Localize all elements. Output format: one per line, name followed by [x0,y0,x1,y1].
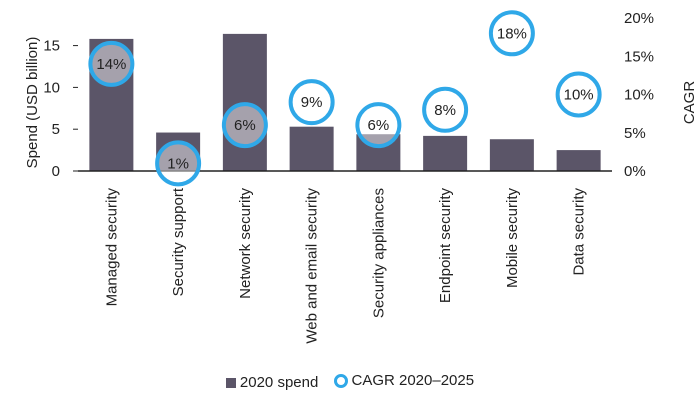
cagr-label: 6% [368,117,390,134]
cagr-circle [155,140,202,187]
cagr-circle [555,71,602,118]
y2-tick-label: 0% [624,163,646,180]
category-label: Web and email security [304,188,321,344]
cagr-circle [288,79,335,126]
y-axis-title: Spend (USD billion) [24,37,41,169]
y2-tick-label: 20% [624,10,654,27]
legend-bar-swatch [225,377,236,388]
category-label: Security support [170,187,187,296]
legend-circle-swatch [334,373,349,388]
y-tick-label: 0 [52,163,60,180]
category-label: Network security [237,188,254,299]
cagr-label: 6% [234,117,256,134]
legend-label-spend: 2020 spend [239,374,319,391]
category-label: Endpoint security [437,188,454,304]
cagr-circle [355,102,402,149]
cagr-label: 8% [434,102,456,119]
y-tick-label: 5 [52,121,60,138]
bar [89,38,134,171]
cagr-label: 10% [564,87,594,104]
cagr-label: 1% [167,155,189,172]
bar [156,132,201,171]
category-label: Managed security [103,188,120,307]
category-label: Mobile security [504,188,521,289]
bar [556,150,601,171]
y2-axis-title: CAGR [681,81,698,125]
y-tick-label: 15 [43,38,60,55]
cagr-label: 18% [497,25,527,42]
legend: 2020 spend CAGR 2020–2025 [0,372,700,392]
cagr-circle [221,102,268,149]
y-tick-label: 10 [43,79,60,96]
cagr-label: 14% [96,56,126,73]
cagr-circle [488,10,535,57]
legend-item-cagr: CAGR 2020–2025 [334,372,474,389]
y2-tick-label: 10% [624,87,654,104]
y2-tick-label: 15% [624,48,654,65]
cagr-label: 9% [301,94,323,111]
bar [423,135,468,171]
cagr-circle [422,86,469,133]
bar [289,126,334,171]
category-label: Security appliances [370,188,387,318]
legend-item-spend: 2020 spend [225,374,319,391]
category-label: Data security [571,188,588,276]
legend-label-cagr: CAGR 2020–2025 [351,372,475,389]
bar [489,139,534,171]
chart: 0 5 10 15 0% 5% 10% 15% 20% Spend (USD billion) CA… [24,10,698,344]
y2-tick-label: 5% [624,125,646,142]
cagr-circle [88,40,135,87]
